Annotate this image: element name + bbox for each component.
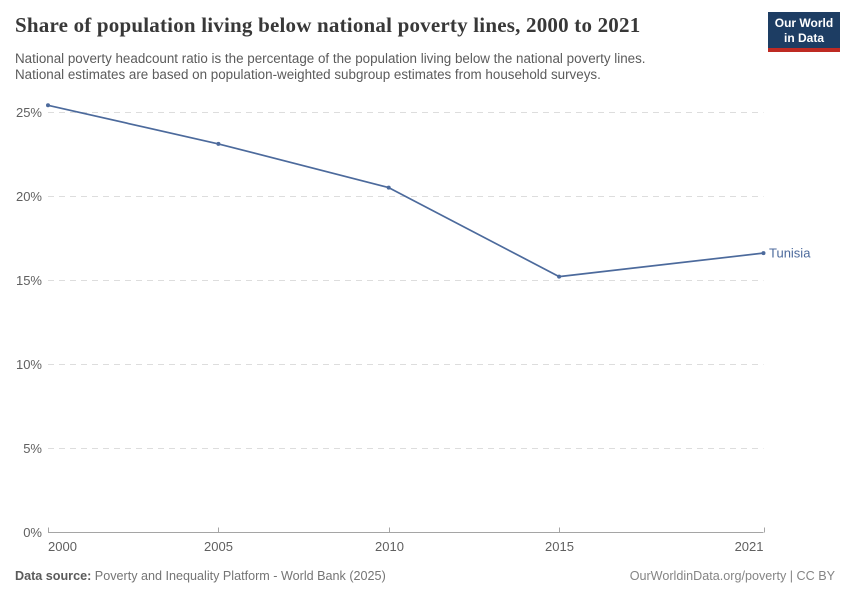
series-line-tunisia [47, 104, 764, 278]
y-tick-label: 5% [23, 441, 42, 456]
chart-subtitle-line1: National poverty headcount ratio is the … [15, 51, 646, 66]
y-tick-label: 15% [16, 273, 42, 288]
y-tick-label: 0% [23, 525, 42, 540]
data-source: Data source: Poverty and Inequality Plat… [15, 569, 386, 583]
owid-logo[interactable]: Our World in Data [768, 12, 840, 52]
x-tick-label: 2021 [735, 539, 764, 554]
attribution: OurWorldinData.org/poverty | CC BY [629, 569, 835, 583]
y-tick-label: 20% [16, 189, 42, 204]
x-tick-label: 2010 [375, 539, 404, 554]
data-point-2010 [386, 185, 391, 190]
chart-subtitle: National poverty headcount ratio is the … [15, 51, 646, 83]
data-point-2015 [557, 274, 562, 279]
owid-logo-line2: in Data [783, 30, 824, 45]
chart-subtitle-line2: National estimates are based on populati… [15, 67, 601, 82]
x-tick-label: 2015 [545, 539, 574, 554]
y-tick-label: 10% [16, 357, 42, 372]
owid-logo-line1: Our World [774, 16, 834, 30]
data-point-2021 [761, 251, 766, 256]
x-tick-label: 2000 [48, 539, 77, 554]
data-source-value: Poverty and Inequality Platform - World … [94, 569, 386, 583]
data-point-2000 [46, 103, 50, 108]
series-label-tunisia: Tunisia [769, 246, 811, 261]
data-source-label: Data source: [15, 569, 92, 583]
x-tick-label: 2005 [204, 539, 233, 554]
chart-title: Share of population living below nationa… [15, 13, 641, 37]
data-point-2005 [216, 141, 221, 146]
y-tick-label: 25% [16, 105, 42, 120]
